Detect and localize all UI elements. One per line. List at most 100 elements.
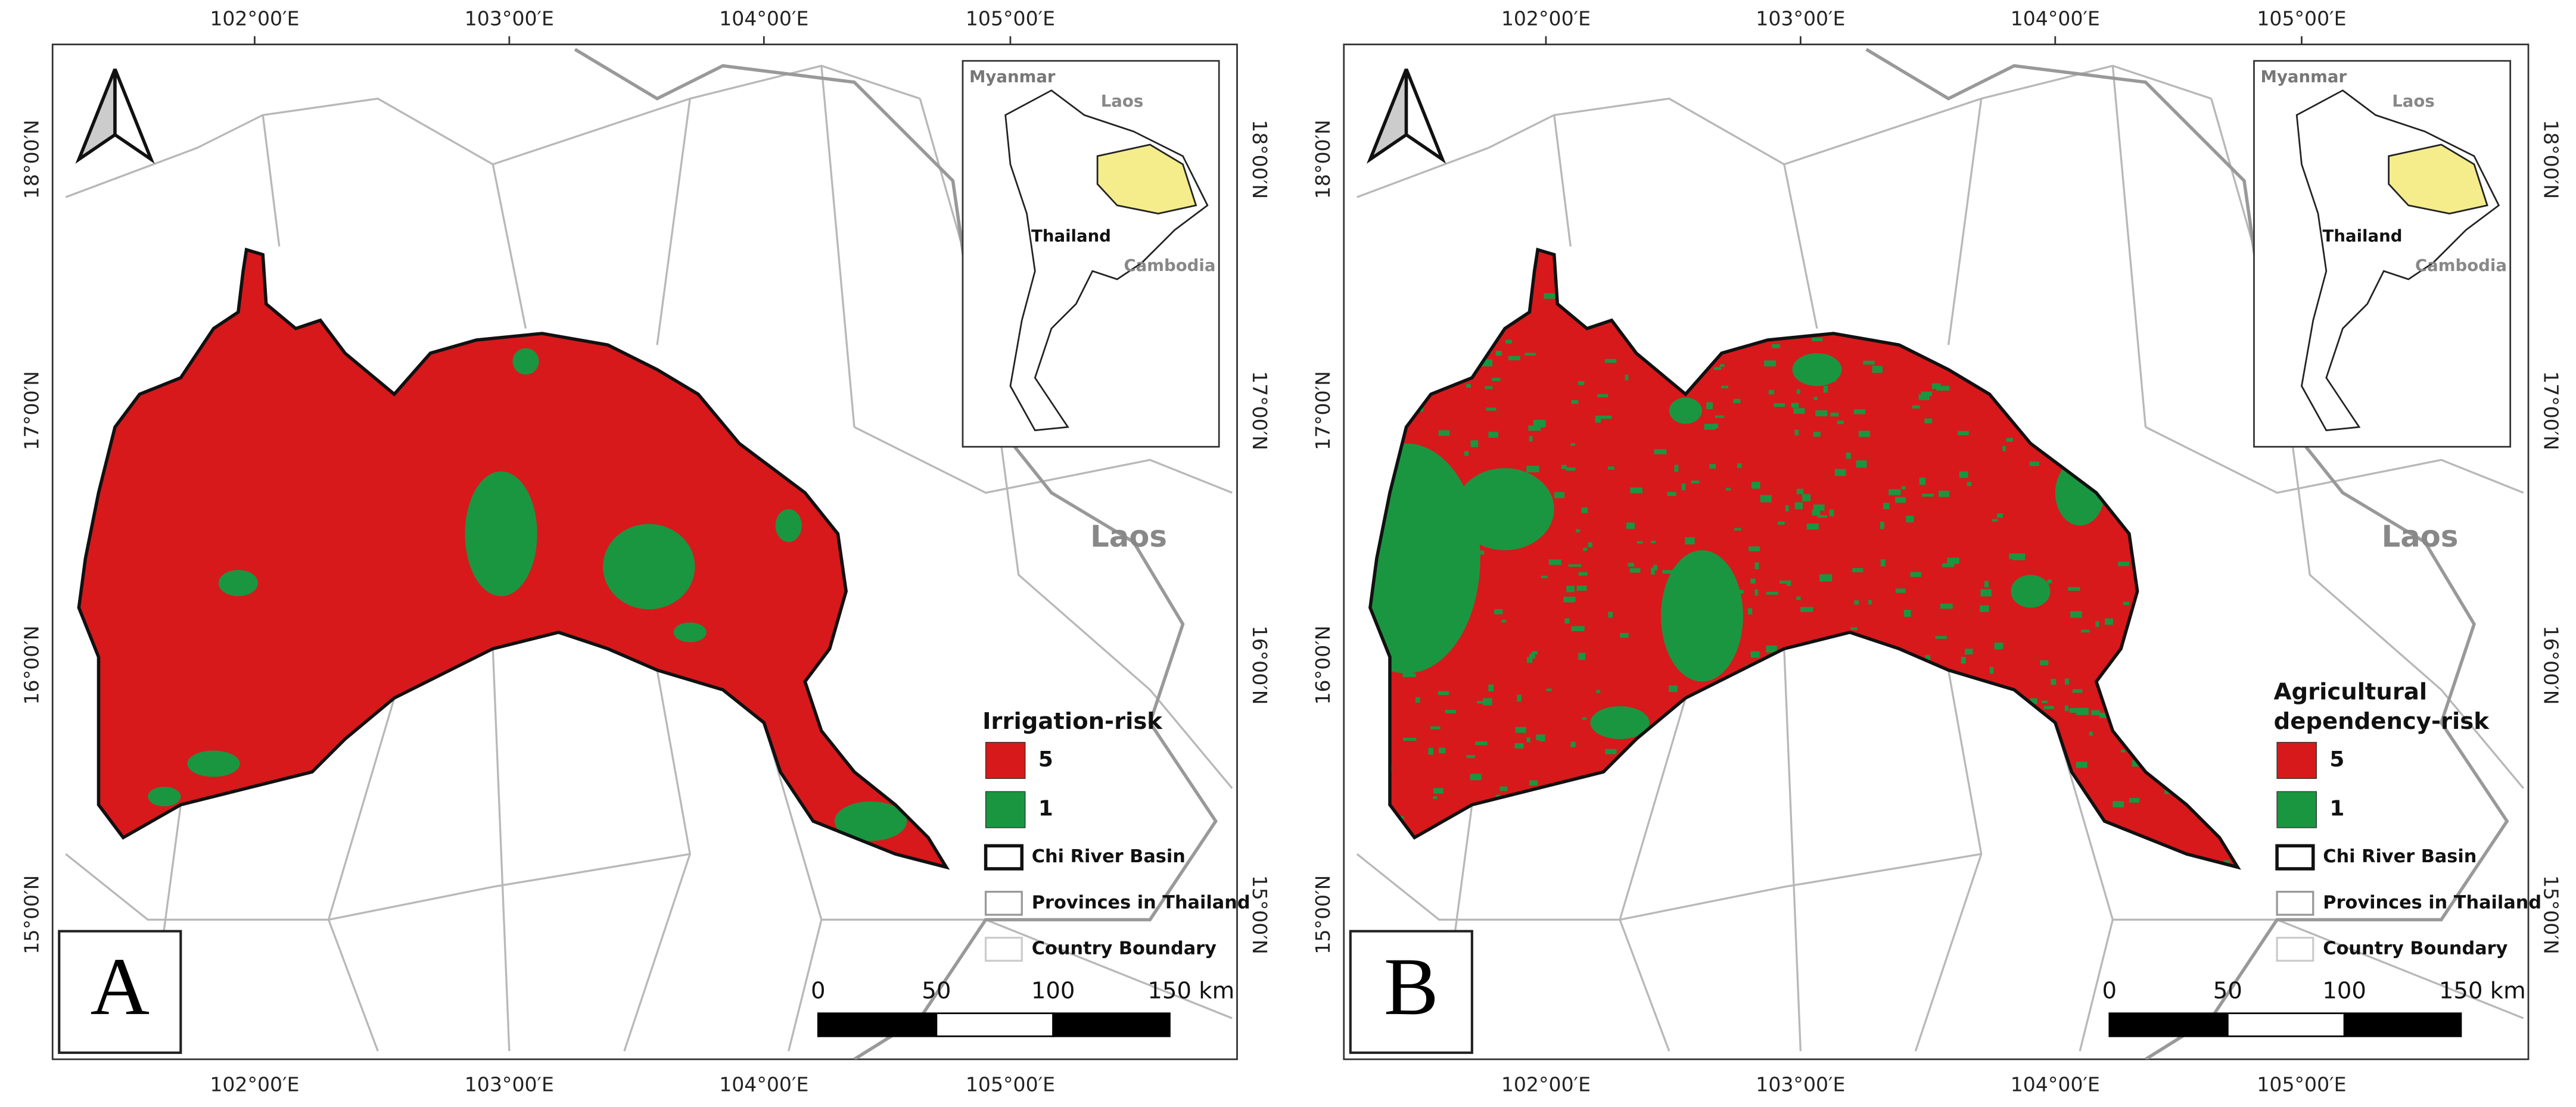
province-line [491, 164, 527, 329]
inset-highlight [2388, 144, 2488, 215]
legend-label: 1 [1038, 797, 1053, 821]
green-speckle [1681, 483, 1686, 491]
green-speckle [1682, 403, 1688, 406]
green-speckle [2043, 706, 2054, 709]
scale-label: 50 [2213, 977, 2242, 1004]
green-area [834, 801, 907, 841]
scale-segment [1052, 1012, 1171, 1037]
province-line [2111, 66, 2147, 428]
green-speckle [2040, 660, 2049, 666]
longitude-label: 105°00′E [2257, 7, 2346, 30]
longitude-label: 102°00′E [210, 1072, 299, 1096]
green-speckle [1563, 597, 1576, 602]
latitude-label: 15°00′N [1311, 875, 1334, 955]
green-speckle [1620, 632, 1629, 638]
green-area [187, 750, 240, 777]
legend-title: Agricultural [2274, 678, 2428, 705]
province-line [1619, 853, 1982, 921]
green-speckle [1486, 407, 1497, 411]
green-speckle [1704, 423, 1716, 430]
risk-low-areas [148, 348, 907, 841]
latitude-label: 17°00′N [2539, 371, 2562, 450]
green-speckle [1925, 655, 1931, 662]
green-speckle [1471, 523, 1485, 528]
country-label: Laos [1090, 519, 1167, 554]
green-speckle [1566, 467, 1576, 471]
green-speckle [1806, 523, 1819, 530]
green-speckle [1544, 293, 1555, 299]
province-line [262, 115, 281, 247]
legend-swatch [2275, 844, 2315, 871]
green-speckle [1668, 640, 1673, 645]
green-speckle [1570, 741, 1576, 747]
green-speckle [1420, 581, 1430, 588]
latitude-label: 16°00′N [20, 626, 43, 705]
green-speckle [1459, 556, 1467, 560]
green-speckle [1667, 492, 1676, 496]
green-speckle [1433, 796, 1438, 799]
green-speckle [1733, 398, 1741, 403]
green-speckle [1919, 478, 1926, 485]
green-speckle [1691, 481, 1700, 484]
green-speckle [1571, 626, 1585, 631]
green-speckle [1707, 612, 1712, 616]
latitude-label: 18°00′N [1248, 120, 1271, 199]
green-speckle [1813, 432, 1821, 437]
green-speckle [1576, 585, 1587, 591]
green-speckle [1750, 651, 1760, 658]
inset-highlight [1096, 144, 1197, 215]
green-speckle [1395, 582, 1405, 585]
green-speckle [1846, 453, 1851, 459]
green-speckle [1802, 494, 1811, 501]
green-speckle [1407, 503, 1417, 510]
green-speckle [1961, 657, 1966, 664]
green-speckle [1772, 344, 1780, 348]
green-speckle [1754, 589, 1759, 596]
inset-label: Thailand [1031, 226, 1111, 245]
green-speckle [1662, 570, 1675, 574]
legend-label: Provinces in Thailand [1032, 892, 1250, 913]
green-area [2011, 575, 2051, 608]
green-speckle [1603, 725, 1615, 732]
green-speckle [1637, 541, 1643, 544]
green-area [603, 523, 695, 610]
green-speckle [1720, 582, 1727, 589]
green-speckle [1669, 685, 1678, 693]
country-boundary [1865, 48, 2509, 1059]
green-speckle [1992, 519, 1998, 522]
green-speckle [1529, 436, 1533, 442]
green-speckle [1467, 520, 1476, 526]
inset-label: Cambodia [1124, 255, 1215, 275]
scale-segment [817, 1012, 936, 1037]
green-speckle [1921, 391, 1933, 396]
country-label: Laos [2382, 519, 2459, 554]
green-speckle [1651, 567, 1655, 575]
green-speckle [1653, 565, 1658, 570]
green-speckle [1536, 734, 1545, 741]
green-speckle [2072, 689, 2083, 693]
green-speckle [1698, 663, 1710, 666]
latitude-label: 17°00′N [1311, 371, 1334, 450]
green-speckle [1501, 619, 1507, 623]
legend-title: Irrigation-risk [982, 708, 1163, 735]
green-speckle [1561, 464, 1567, 469]
green-speckle [1812, 510, 1821, 516]
green-speckle [1526, 466, 1539, 473]
green-speckle [1534, 422, 1544, 428]
longitude-label: 103°00′E [1756, 1072, 1845, 1096]
latitude-label: 18°00′N [20, 120, 43, 199]
green-speckle [1895, 497, 1906, 503]
longitude-label: 102°00′E [210, 7, 299, 30]
green-speckle [1477, 701, 1489, 704]
green-speckle [1492, 378, 1501, 381]
green-speckle [1571, 400, 1579, 404]
green-speckle [1576, 529, 1581, 533]
green-speckle [1764, 360, 1776, 367]
green-speckle [2113, 801, 2124, 807]
latitude-label: 18°00′N [1311, 120, 1334, 199]
green-speckle [1475, 741, 1488, 746]
green-speckle [1819, 574, 1833, 582]
green-speckle [2081, 629, 2090, 633]
legend-title: dependency-risk [2274, 708, 2490, 735]
